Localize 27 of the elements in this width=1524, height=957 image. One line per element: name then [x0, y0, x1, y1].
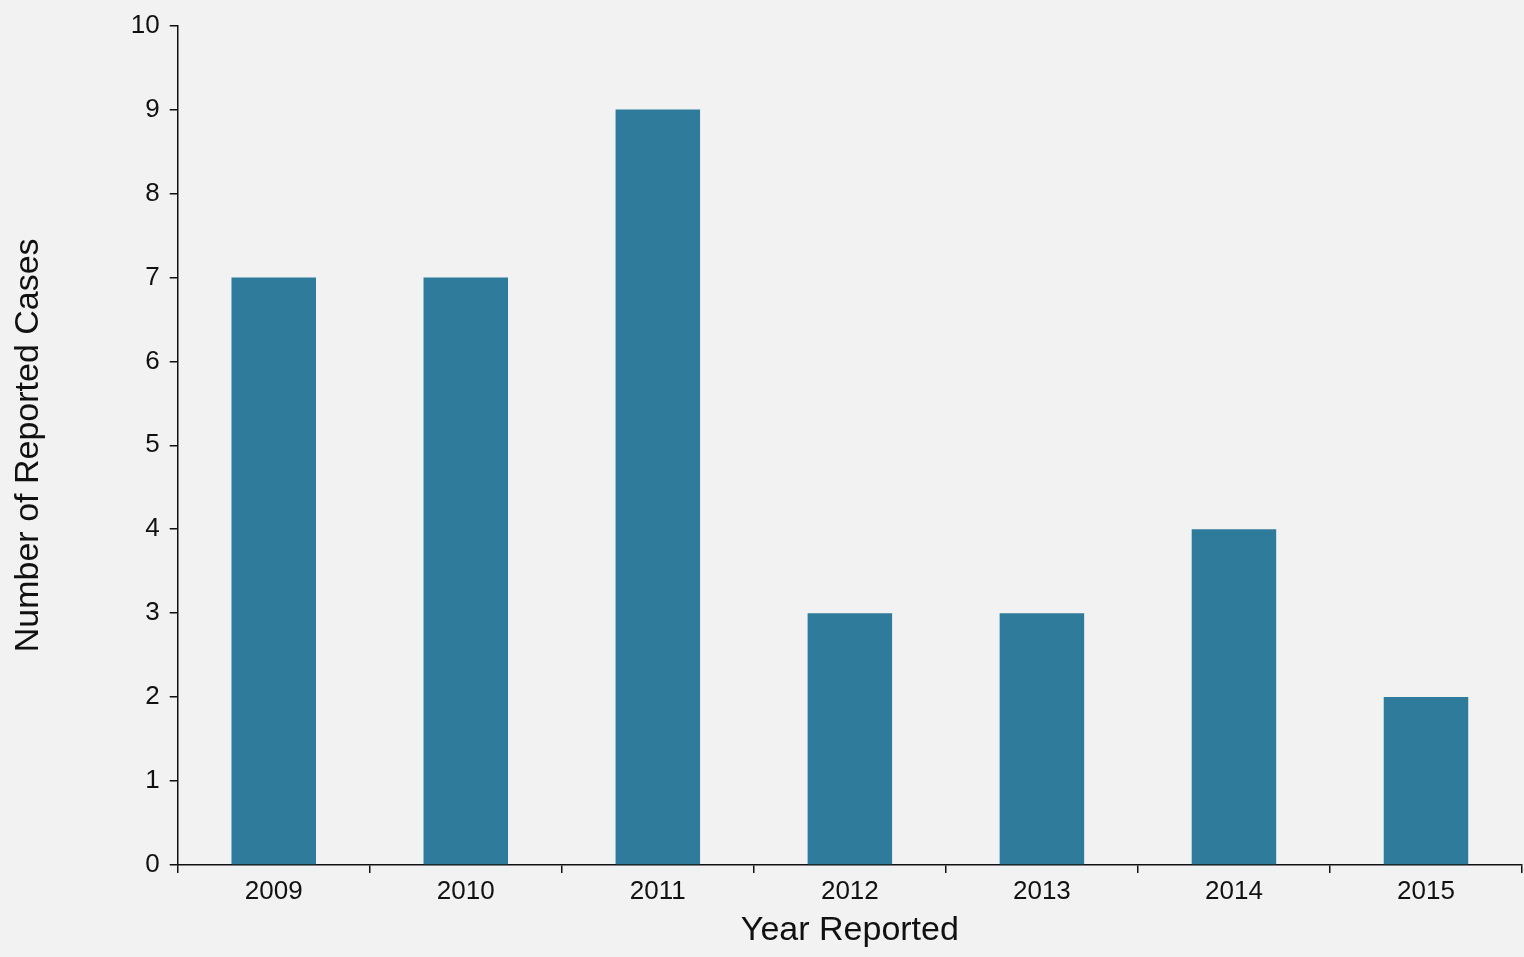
bar — [615, 109, 701, 865]
y-tick-label: 10 — [130, 8, 160, 39]
bar — [423, 277, 509, 865]
y-tick-label: 3 — [145, 596, 160, 627]
x-tick-label: 2014 — [1205, 874, 1263, 905]
bar — [999, 613, 1085, 865]
y-tick-label: 8 — [145, 176, 160, 207]
x-tick-label: 2013 — [1012, 874, 1071, 905]
x-tick-label: 2011 — [629, 874, 686, 905]
bar — [1191, 529, 1277, 865]
y-tick-label: 0 — [145, 848, 160, 879]
x-tick-label: 2009 — [244, 874, 303, 905]
y-tick-label: 7 — [145, 260, 160, 291]
y-tick-label: 4 — [145, 512, 160, 543]
x-tick-label: 2012 — [820, 874, 879, 905]
y-tick-label: 9 — [145, 92, 160, 123]
y-axis-title: Number of Reported Cases — [6, 238, 45, 653]
x-tick-label: 2010 — [436, 874, 495, 905]
y-tick-label: 6 — [145, 344, 160, 375]
bar — [231, 277, 316, 865]
y-tick-label: 1 — [145, 764, 160, 795]
bar — [807, 613, 893, 865]
x-tick-label: 2015 — [1397, 874, 1455, 905]
bar — [1383, 697, 1469, 865]
x-axis-title: Year Reported — [740, 908, 959, 947]
y-tick-label: 5 — [145, 428, 160, 459]
y-tick-label: 2 — [145, 680, 160, 711]
